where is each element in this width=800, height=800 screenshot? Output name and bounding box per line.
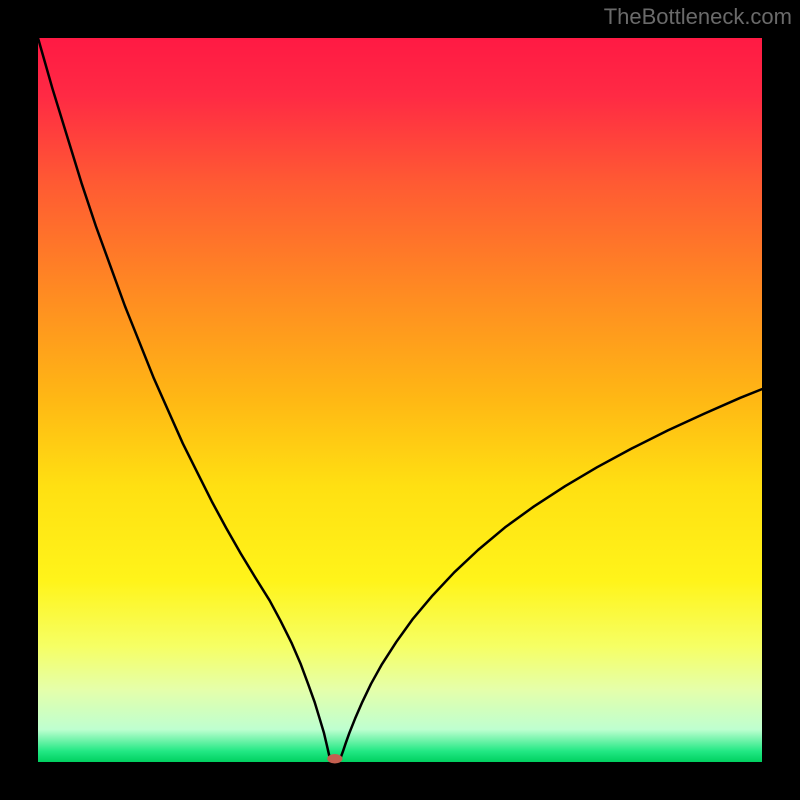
optimal-marker [327, 754, 342, 763]
plot-background [38, 38, 762, 762]
watermark-text: TheBottleneck.com [604, 4, 792, 30]
chart-container: TheBottleneck.com [0, 0, 800, 800]
bottleneck-chart [0, 0, 800, 800]
